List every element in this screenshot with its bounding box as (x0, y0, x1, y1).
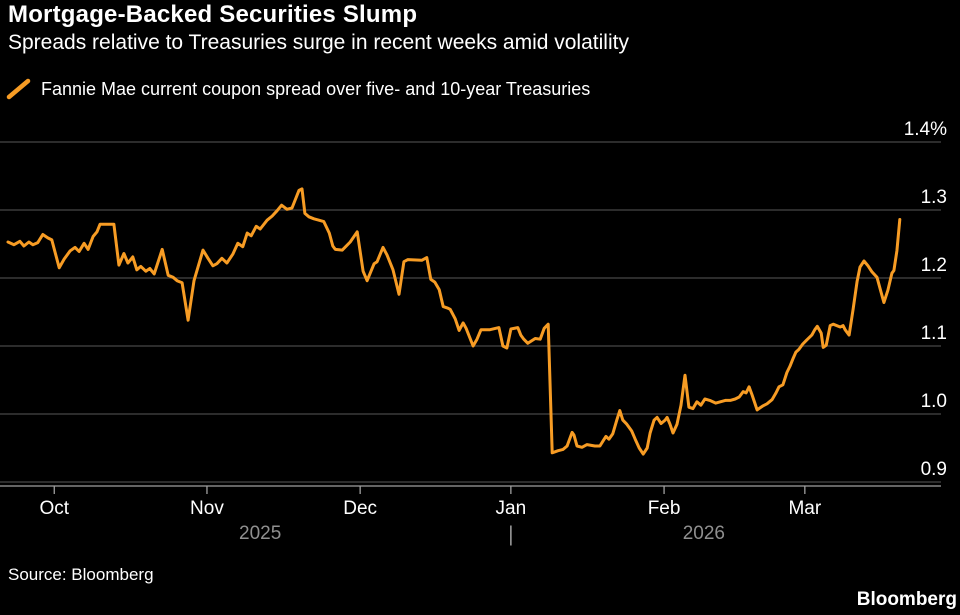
legend-slash-icon (6, 78, 31, 100)
page-subtitle: Spreads relative to Treasuries surge in … (8, 31, 629, 54)
series-line (6, 187, 902, 456)
legend: Fannie Mae current coupon spread over fi… (5, 78, 590, 101)
y-axis-label: 1.0 (921, 391, 947, 412)
x-axis-month-label: Oct (39, 498, 69, 519)
x-axis-month-label: Feb (648, 498, 681, 519)
legend-label: Fannie Mae current coupon spread over fi… (41, 79, 591, 99)
source-note: Source: Bloomberg (8, 565, 154, 584)
page-title: Mortgage-Backed Securities Slump (8, 1, 418, 28)
y-axis-label: 1.2 (921, 255, 947, 276)
x-axis-month-label: Mar (788, 498, 821, 519)
y-axis-label: 1.4% (904, 119, 947, 140)
x-axis-month-label: Jan (496, 498, 527, 519)
bloomberg-logo: Bloomberg (856, 589, 957, 610)
y-axis-label: 1.3 (921, 187, 947, 208)
year-divider-mark: | (508, 523, 513, 546)
y-axis-label: 1.1 (921, 323, 947, 344)
x-axis-month-label: Dec (343, 498, 377, 519)
y-axis-label: 0.9 (921, 459, 947, 480)
x-axis-year-label: 2026 (683, 523, 725, 544)
x-axis-month-label: Nov (190, 498, 224, 519)
x-axis-year-label: 2025 (239, 523, 281, 544)
